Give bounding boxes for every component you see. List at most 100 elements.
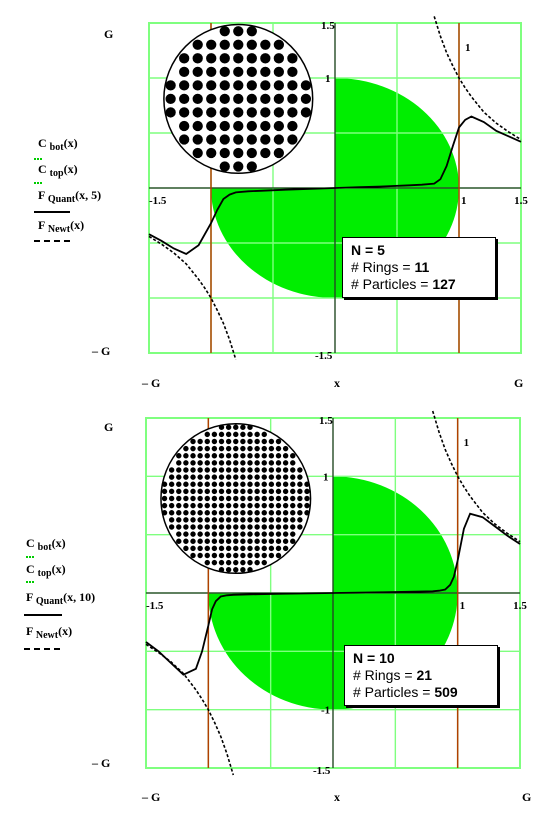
inset-dot [206, 120, 217, 132]
inset-dot [268, 545, 275, 552]
inset-dot [233, 481, 239, 487]
inset-dot [190, 474, 196, 480]
inset-dot [219, 147, 230, 159]
inset-dot [225, 545, 232, 552]
inset-dot [246, 53, 257, 64]
inset-dot [211, 453, 218, 459]
inset-dot [206, 66, 217, 77]
inset-dot [225, 467, 232, 473]
inset-dot [176, 453, 182, 459]
inset-dot [287, 120, 298, 132]
legend-c-top: C top(x) [26, 562, 66, 579]
inset-dot [211, 524, 218, 530]
inset-dot [246, 120, 257, 132]
inset-dot [233, 453, 239, 459]
inset-dot [240, 438, 246, 445]
inset-dot [225, 424, 232, 430]
inset-dot [218, 445, 225, 452]
inset-dot [247, 531, 253, 537]
inset-dot [206, 147, 217, 159]
inset-dot [260, 134, 271, 145]
inset-dot [290, 495, 296, 502]
inset-dot [204, 438, 210, 445]
inset-disk [163, 23, 314, 175]
inset-dot [197, 538, 203, 544]
inset-dot [204, 559, 210, 566]
inset-dot [247, 488, 253, 495]
inset-dot [254, 438, 260, 445]
x-axis-left-label: – G [142, 376, 161, 390]
inset-dot [225, 567, 232, 573]
inset-dot [204, 445, 210, 452]
inset-dot [261, 531, 267, 537]
inset-dot [268, 510, 275, 516]
inset-dot [168, 474, 175, 480]
inset-dot [304, 510, 310, 516]
tick-x-left: -1.5 [146, 600, 164, 612]
inset-dot [183, 502, 189, 509]
inset-dot [192, 120, 203, 132]
inset-dot [225, 517, 232, 523]
inset-dot [176, 481, 182, 487]
inset-dot [211, 552, 218, 559]
inset-dot [260, 120, 271, 132]
inset-dot [161, 510, 168, 516]
inset-dot [183, 481, 189, 487]
inset-dot [211, 517, 218, 523]
tick-label-one-right: 1 [465, 42, 471, 54]
inset-dot [197, 545, 203, 552]
inset-dot [282, 453, 289, 459]
inset-dot [240, 559, 246, 566]
inset-dot [233, 424, 239, 430]
inset-dot [183, 531, 189, 537]
inset-dot [240, 538, 246, 544]
inset-dot [206, 93, 217, 105]
inset-dot [168, 495, 175, 502]
inset-dot [282, 474, 289, 480]
inset-dot [176, 460, 182, 466]
inset-dot [233, 524, 239, 530]
inset-dot [233, 66, 244, 77]
inset-dot [168, 510, 175, 516]
inset-dot [261, 474, 267, 480]
inset-dot [254, 552, 260, 559]
inset-dot [176, 502, 182, 509]
inset-dot [254, 460, 260, 466]
inset-dot [254, 559, 260, 566]
inset-dot [192, 80, 203, 91]
inset-dot [211, 510, 218, 516]
tick-y-top: 1.5 [321, 20, 335, 32]
inset-dot [204, 545, 210, 552]
inset-dot [261, 453, 267, 459]
inset-dot [260, 39, 271, 50]
inset-dot [233, 474, 239, 480]
inset-dot [183, 460, 189, 466]
inset-dot [218, 431, 225, 438]
inset-dot [233, 502, 239, 509]
tick-y-top: 1.5 [319, 415, 333, 427]
inset-dot [247, 438, 253, 445]
inset-dot [197, 467, 203, 473]
inset-dot [233, 531, 239, 537]
inset-dot [233, 107, 244, 118]
inset-dot [190, 453, 196, 459]
inset-dot [218, 502, 225, 509]
inset-dot [297, 488, 303, 495]
inset-dot [290, 531, 296, 537]
inset-dot [261, 502, 267, 509]
inset-dot [246, 66, 257, 77]
inset-dot [247, 495, 253, 502]
inset-dot [225, 445, 232, 452]
inset-dot [168, 517, 175, 523]
inset-dot [246, 161, 257, 172]
inset-dot [233, 538, 239, 544]
inset-dot [275, 531, 282, 537]
inset-dot [218, 567, 225, 573]
inset-dot [204, 502, 210, 509]
inset-dot [233, 552, 239, 559]
inset-dot [297, 467, 303, 473]
inset-dot [225, 531, 232, 537]
x-axis-center-label: x [334, 790, 340, 804]
inset-dot [254, 545, 260, 552]
inset-dot [304, 495, 310, 502]
